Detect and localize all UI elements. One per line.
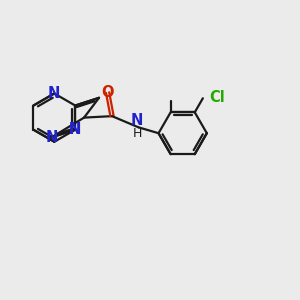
- Text: Cl: Cl: [209, 90, 225, 105]
- Text: N: N: [45, 130, 58, 145]
- Text: N: N: [131, 113, 143, 128]
- Text: N: N: [69, 122, 81, 137]
- Text: H: H: [132, 127, 142, 140]
- Text: N: N: [48, 86, 61, 101]
- Text: O: O: [101, 85, 114, 100]
- Text: N: N: [69, 122, 81, 137]
